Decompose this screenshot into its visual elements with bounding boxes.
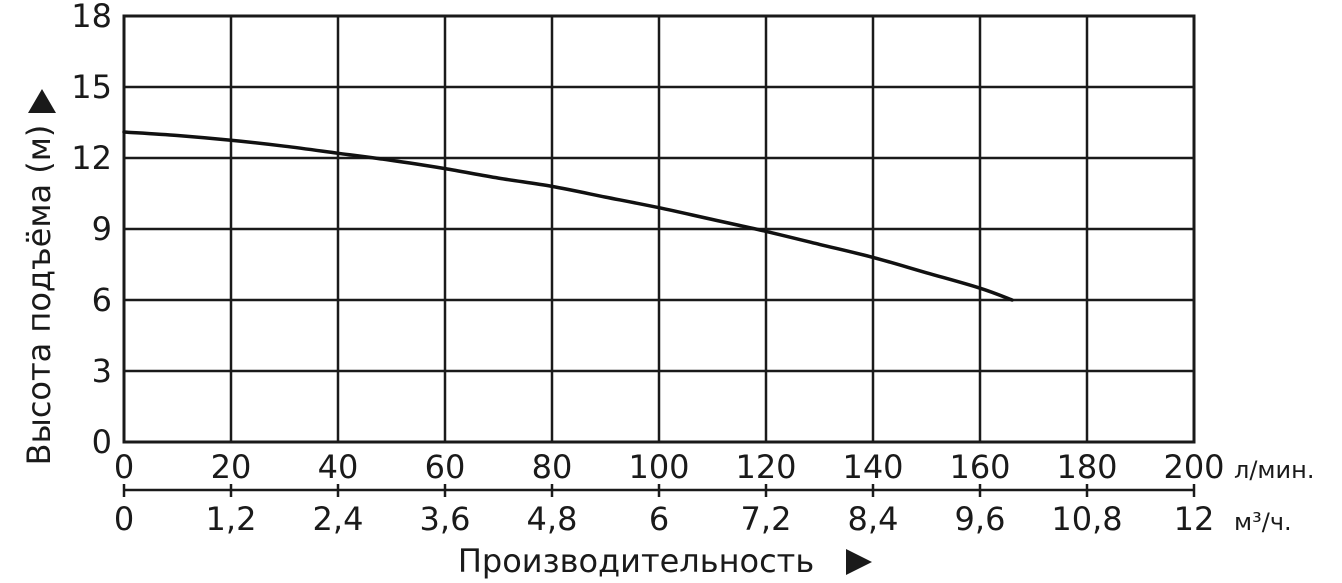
- x-secondary-unit: м³/ч.: [1234, 508, 1292, 536]
- x-secondary-tick-label: 2,4: [313, 500, 364, 538]
- x-secondary-tick-label: 4,8: [527, 500, 578, 538]
- x-secondary-tick-label: 8,4: [848, 500, 899, 538]
- x-secondary-tick-label: 0: [114, 500, 134, 538]
- plot-frame: [122, 14, 1196, 444]
- y-tick-label: 9: [92, 210, 112, 248]
- y-tick-label: 15: [71, 68, 112, 106]
- x-primary-unit: л/мин.: [1234, 456, 1314, 484]
- x-secondary-tick-label: 9,6: [955, 500, 1006, 538]
- y-axis-title-group: Высота подъёма (м): [20, 89, 58, 465]
- x-primary-tick-label: 120: [735, 448, 796, 486]
- x-secondary-tick-label: 1,2: [206, 500, 257, 538]
- x-primary-tick-label: 180: [1056, 448, 1117, 486]
- x-primary-tick-label: 160: [949, 448, 1010, 486]
- x-axis-title: Производительность: [458, 542, 814, 580]
- x-primary-tick-label: 200: [1163, 448, 1224, 486]
- x-secondary-tick-labels: 0 1,2 2,4 3,6 4,8 6 7,2 8,4 9,6 10,8 12: [114, 500, 1215, 538]
- x-secondary-tick-label: 6: [649, 500, 669, 538]
- x-axis-arrow-icon: [846, 549, 872, 575]
- x-secondary-tick-label: 12: [1174, 500, 1215, 538]
- y-tick-label: 12: [71, 139, 112, 177]
- x-primary-tick-label: 140: [842, 448, 903, 486]
- y-tick-label: 18: [71, 0, 112, 35]
- grid-layer: [122, 14, 1196, 444]
- y-tick-labels: 0 3 6 9 12 15 18: [71, 0, 112, 461]
- x-secondary-tick-label: 7,2: [741, 500, 792, 538]
- series-layer: [122, 130, 1014, 302]
- x-primary-tick-label: 40: [318, 448, 359, 486]
- x-primary-tick-labels: 0 20 40 60 80 100 120 140 160 180 200: [114, 448, 1225, 486]
- pump-curve-line: [122, 130, 1014, 302]
- y-axis-arrow-icon: [28, 89, 56, 113]
- x-primary-tick-label: 20: [211, 448, 252, 486]
- x-secondary-tick-label: 3,6: [420, 500, 471, 538]
- y-tick-label: 3: [92, 352, 112, 390]
- x-primary-tick-label: 80: [532, 448, 573, 486]
- x-primary-tick-label: 60: [425, 448, 466, 486]
- y-tick-label: 0: [92, 423, 112, 461]
- secondary-axis: [122, 484, 1196, 497]
- y-axis-title: Высота подъёма (м): [20, 125, 58, 466]
- x-secondary-tick-label: 10,8: [1051, 500, 1122, 538]
- x-primary-tick-label: 100: [628, 448, 689, 486]
- x-primary-tick-label: 0: [114, 448, 134, 486]
- y-tick-label: 6: [92, 281, 112, 319]
